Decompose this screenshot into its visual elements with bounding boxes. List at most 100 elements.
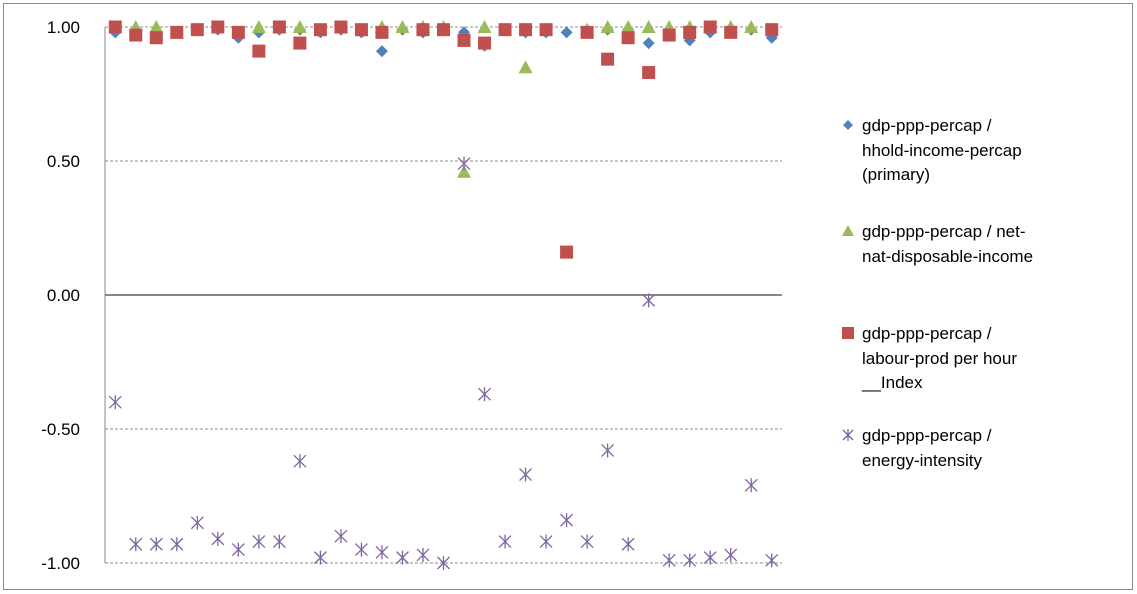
- legend-label-line: labour-prod per hour: [862, 348, 1017, 368]
- energy-intensity-point: [375, 545, 389, 560]
- energy-intensity-point: [416, 547, 430, 562]
- star-marker-icon: [842, 429, 854, 441]
- labour-prod-point: [621, 31, 635, 45]
- energy-intensity-point: [683, 553, 697, 568]
- energy-intensity-point: [621, 537, 635, 552]
- net-nat-disposable-point: [518, 60, 533, 74]
- labour-prod-point: [416, 23, 430, 37]
- labour-prod-point: [170, 25, 184, 39]
- energy-intensity-point: [580, 534, 594, 549]
- energy-intensity-point: [252, 534, 266, 549]
- y-tick-label: 0.50: [47, 152, 80, 171]
- labour-prod-point: [642, 66, 656, 80]
- y-tick-label: -0.50: [41, 420, 80, 439]
- labour-prod-point: [683, 25, 697, 39]
- energy-intensity-point: [129, 537, 143, 552]
- labour-prod-point: [703, 20, 717, 34]
- labour-prod-point: [662, 28, 676, 42]
- legend-label-line: (primary): [862, 165, 930, 184]
- hhold-income-point: [642, 37, 655, 50]
- net-nat-disposable-point: [251, 20, 266, 33]
- data-points: [108, 20, 779, 570]
- energy-intensity-point: [211, 531, 225, 546]
- labour-prod-point: [252, 44, 266, 58]
- energy-intensity-point: [272, 534, 286, 549]
- labour-prod-point: [724, 25, 738, 39]
- net-nat-disposable-point: [621, 20, 636, 33]
- net-nat-disposable-point: [149, 20, 164, 33]
- legend-item-energy-intensity: gdp-ppp-percap / energy-intensity: [840, 424, 991, 473]
- labour-prod-point: [272, 20, 286, 34]
- legend-label-line: gdp-ppp-percap /: [862, 426, 992, 445]
- labour-prod-point: [129, 28, 143, 42]
- energy-intensity-point: [601, 443, 615, 458]
- labour-prod-point: [580, 25, 594, 39]
- labour-prod-point: [519, 23, 533, 37]
- legend-item-hhold-income: gdp-ppp-percap / hhold-income-percap (pr…: [840, 114, 1022, 188]
- energy-intensity-point: [108, 395, 122, 410]
- labour-prod-point: [354, 23, 368, 37]
- y-tick-label: 1.00: [47, 18, 80, 37]
- net-nat-disposable-point: [457, 164, 472, 178]
- triangle-marker-icon: [842, 225, 854, 236]
- axes: [104, 27, 782, 563]
- labour-prod-point: [313, 23, 327, 37]
- labour-prod-point: [108, 20, 122, 34]
- labour-prod-point: [478, 36, 492, 50]
- legend-label-line: gdp-ppp-percap /: [862, 324, 992, 343]
- energy-intensity-point: [396, 550, 409, 565]
- legend-label-line: __Index: [862, 373, 923, 392]
- labour-prod-point: [149, 31, 163, 45]
- energy-intensity-point: [231, 542, 245, 557]
- labour-prod-point: [498, 23, 512, 37]
- net-nat-disposable-point: [641, 20, 656, 33]
- legend-label-line: gdp-ppp-percap /: [862, 116, 992, 135]
- y-axis-ticks: 1.00 0.50 0.00 -0.50 -1.00: [41, 18, 80, 573]
- energy-intensity-point: [724, 547, 738, 562]
- square-marker-icon: [842, 327, 854, 339]
- net-nat-disposable-point: [477, 20, 492, 33]
- energy-intensity-point: [560, 513, 574, 528]
- energy-intensity-point: [539, 534, 553, 549]
- energy-intensity-point: [354, 542, 368, 557]
- legend-label-line: energy-intensity: [862, 450, 983, 470]
- legend-item-labour-prod: gdp-ppp-percap / labour-prod per hour __…: [840, 322, 1017, 396]
- labour-prod-point: [190, 23, 204, 37]
- energy-intensity-point: [313, 550, 327, 565]
- labour-prod-point: [560, 245, 574, 259]
- energy-intensity-point: [170, 537, 184, 552]
- energy-intensity-point: [149, 537, 163, 552]
- legend-label-line: nat-disposable-income: [862, 246, 1034, 266]
- energy-intensity-point: [478, 387, 491, 402]
- labour-prod-point: [293, 36, 307, 50]
- labour-prod-point: [375, 25, 389, 39]
- hhold-income-point: [375, 45, 388, 58]
- energy-intensity-point: [744, 478, 758, 493]
- labour-prod-point: [457, 33, 471, 47]
- energy-intensity-point: [519, 467, 533, 482]
- energy-intensity-point: [703, 550, 717, 565]
- diamond-marker-icon: [843, 120, 853, 130]
- labour-prod-point: [601, 52, 615, 66]
- energy-intensity-point: [190, 515, 204, 530]
- net-nat-disposable-point: [292, 20, 307, 33]
- energy-intensity-point: [765, 553, 779, 568]
- chart-frame: [3, 3, 1133, 590]
- energy-intensity-point: [662, 553, 676, 568]
- y-tick-label: -1.00: [41, 554, 80, 573]
- energy-intensity-point: [293, 454, 307, 469]
- energy-intensity-point: [498, 534, 512, 549]
- labour-prod-point: [231, 25, 245, 39]
- labour-prod-point: [334, 20, 348, 34]
- energy-intensity-point: [457, 156, 471, 171]
- net-nat-disposable-point: [395, 20, 410, 33]
- labour-prod-point: [437, 23, 450, 37]
- net-nat-disposable-point: [744, 20, 759, 33]
- labour-prod-point: [765, 23, 779, 37]
- labour-prod-point: [539, 23, 553, 37]
- energy-intensity-point: [642, 293, 656, 308]
- energy-intensity-point: [437, 556, 450, 570]
- hhold-income-point: [560, 26, 573, 39]
- legend-label-line: gdp-ppp-percap / net-: [862, 222, 1026, 241]
